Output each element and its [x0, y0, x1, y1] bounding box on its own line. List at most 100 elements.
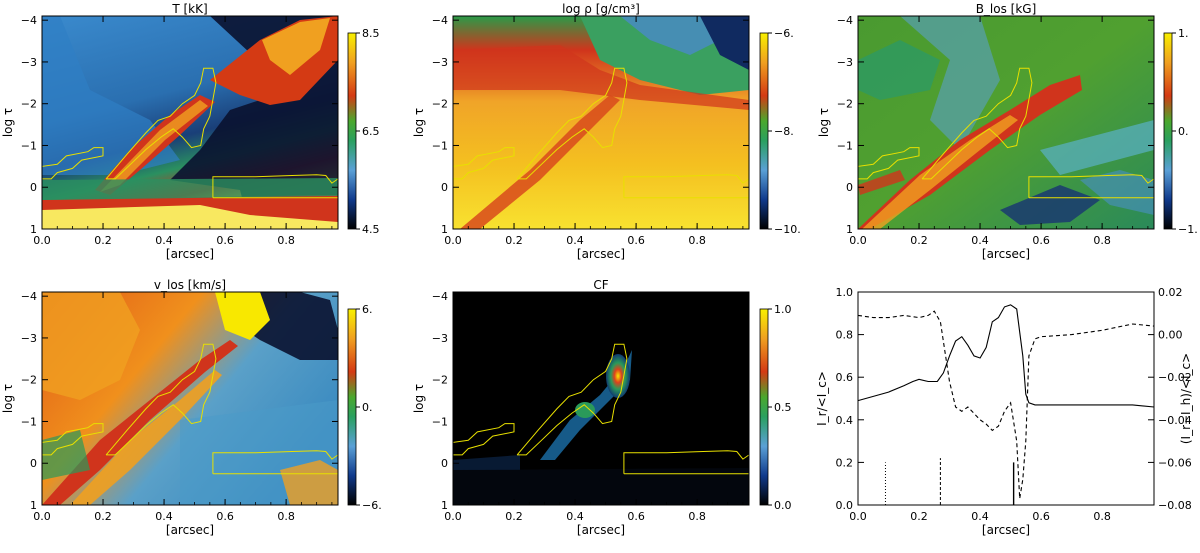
- x-tick-label: 0.6: [1032, 510, 1050, 523]
- contour-0: [452, 147, 515, 180]
- panel-contribution-function: [453, 292, 749, 505]
- y-tick-label: −4: [21, 14, 37, 27]
- x-axis-label: [arcsec]: [577, 523, 625, 537]
- x-tick-label: 0.8: [277, 234, 295, 247]
- x-tick-label: 0.0: [849, 510, 867, 523]
- x-tick-label: 0.0: [33, 234, 51, 247]
- x-tick-label: 0.4: [155, 510, 173, 523]
- y-right-tick-label: −0.08: [1158, 499, 1192, 512]
- x-tick-label: 0.8: [688, 510, 706, 523]
- y-tick-label: −3: [432, 332, 448, 345]
- x-tick-label: 0.6: [627, 234, 645, 247]
- contour-1: [105, 343, 217, 456]
- x-tick-label: 0.8: [1093, 510, 1111, 523]
- x-axis-label: [arcsec]: [982, 523, 1030, 537]
- y-right-tick-label: 0.00: [1158, 329, 1183, 342]
- x-axis-label: [arcsec]: [166, 247, 214, 261]
- colorbar-tick-label: 0.: [362, 401, 373, 414]
- colorbar-tick-label: 6.5: [362, 125, 380, 138]
- x-tick-label: 0.6: [627, 510, 645, 523]
- panel-density: [453, 16, 749, 229]
- y-tick-label: −2: [21, 374, 37, 387]
- y-tick-label: −3: [837, 56, 853, 69]
- colorbar-magnetic-field: [1163, 32, 1173, 230]
- panel-magnetic-field: [858, 16, 1154, 229]
- x-tick-label: 0.8: [1093, 234, 1111, 247]
- y-axis-label: log τ: [817, 108, 831, 137]
- contour-1: [921, 67, 1033, 180]
- colorbar-tick-label: 1.0: [774, 303, 792, 316]
- y-tick-label: −1: [21, 139, 37, 152]
- y-tick-label: 0: [30, 457, 37, 470]
- x-tick-label: 0.4: [971, 234, 989, 247]
- y-tick-label: −2: [21, 98, 37, 111]
- y-right-tick-label: 0.02: [1158, 286, 1183, 299]
- contour-1: [105, 67, 217, 180]
- series-line-solid: [857, 304, 1155, 408]
- y-tick-label: 0.8: [836, 329, 854, 342]
- y-tick-label: 0.0: [836, 499, 854, 512]
- y-tick-label: 0.2: [836, 456, 854, 469]
- contour-1: [516, 343, 628, 456]
- colorbar-tick-label: −8.: [774, 125, 794, 138]
- y-tick-label: −1: [837, 139, 853, 152]
- contour-0: [41, 423, 104, 456]
- x-tick-label: 0.0: [444, 234, 462, 247]
- y-tick-label: −2: [432, 374, 448, 387]
- y-tick-label: 0.4: [836, 414, 854, 427]
- plot-frame: [452, 15, 750, 230]
- contour-0: [41, 147, 104, 180]
- x-tick-label: 0.2: [94, 510, 112, 523]
- x-tick-label: 0.4: [155, 234, 173, 247]
- colorbar-tick-label: 0.5: [774, 401, 792, 414]
- colorbar-temperature: [347, 32, 357, 230]
- contour-0: [452, 423, 515, 456]
- panel-intensity-profile: 0.0 0.2 0.4 0.6 0.8 1.0 0.02 0.00 −0.02 −0.04 −0.0…: [815, 286, 1193, 512]
- y-tick-label: −3: [21, 332, 37, 345]
- plot-frame: [857, 15, 1155, 230]
- x-tick-label: 0.2: [910, 510, 928, 523]
- x-tick-label: 0.4: [566, 234, 584, 247]
- panel-title: T [kK]: [171, 2, 207, 16]
- x-tick-label: 0.2: [910, 234, 928, 247]
- axes-layer: 0.0 0.2 0.4 0.6 0.8 [arcsec] −4 −3 −2 −1 0 1 log τ T …: [1, 2, 1198, 537]
- contour-1: [516, 67, 628, 180]
- line-plot-frame: [857, 291, 1155, 506]
- x-tick-label: 0.4: [971, 510, 989, 523]
- colorbar-density: [759, 32, 769, 230]
- y-tick-label: −1: [432, 415, 448, 428]
- x-tick-label: 0.6: [1032, 234, 1050, 247]
- y-tick-label: −4: [21, 290, 37, 303]
- colorbar-tick-label: −10.: [774, 223, 801, 236]
- panel-title: B_los [kG]: [976, 2, 1037, 16]
- axes-panel-4: 0.0 0.2 0.4 0.6 0.8 [arcsec] −4 −3 −2 −1 0 1 log τ CF…: [412, 278, 792, 537]
- panel-title: v_los [km/s]: [154, 278, 226, 292]
- y-tick-label: −4: [432, 290, 448, 303]
- colorbar-tick-label: 4.5: [362, 223, 380, 236]
- colorbar-tick-label: −1.: [1178, 223, 1198, 236]
- x-tick-label: 0.0: [33, 510, 51, 523]
- contour-overlays: [41, 67, 1155, 475]
- y-tick-label: 1: [846, 223, 853, 236]
- axes-panel-0: 0.0 0.2 0.4 0.6 0.8 [arcsec] −4 −3 −2 −1 0 1 log τ T …: [1, 2, 380, 261]
- colorbar-tick-label: −6.: [362, 499, 382, 512]
- y-tick-label: 1: [30, 499, 37, 512]
- y-axis-label: log τ: [412, 108, 426, 137]
- x-tick-label: 0.6: [216, 510, 234, 523]
- colorbar-contribution-function: [759, 308, 769, 506]
- colorbar-tick-label: 1.: [1178, 27, 1189, 40]
- x-axis-label: [arcsec]: [577, 247, 625, 261]
- y-tick-label: −1: [432, 139, 448, 152]
- colorbar-tick-label: 0.: [1178, 125, 1189, 138]
- y-tick-label: 0.6: [836, 371, 854, 384]
- x-tick-label: 0.0: [444, 510, 462, 523]
- y-axis-label: log τ: [1, 384, 15, 413]
- y-axis-label: I_r/<I_c>: [815, 371, 829, 426]
- contour-0: [857, 147, 920, 180]
- y-tick-label: −3: [21, 56, 37, 69]
- y-tick-label: 1: [30, 223, 37, 236]
- x-tick-label: 0.6: [216, 234, 234, 247]
- colorbar-tick-label: 0.0: [774, 499, 792, 512]
- x-tick-label: 0.8: [688, 234, 706, 247]
